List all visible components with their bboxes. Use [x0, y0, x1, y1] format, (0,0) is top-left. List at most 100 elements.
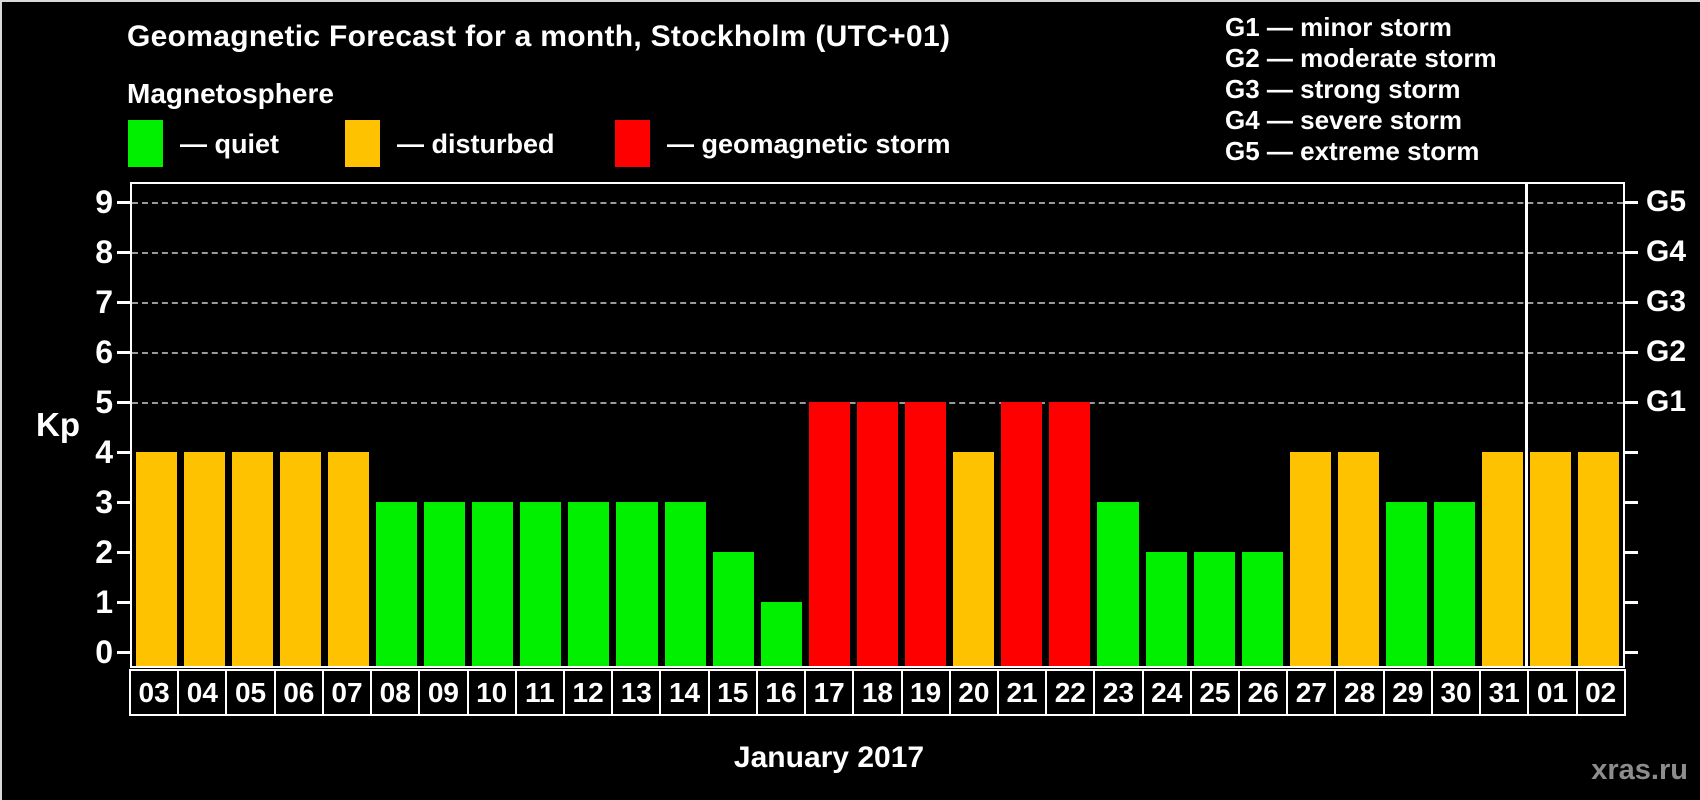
left-tick-kp6 [117, 350, 130, 354]
bar-day-20 [953, 452, 995, 666]
left-tick-kp8 [117, 250, 130, 254]
day-label-24: 24 [1141, 669, 1192, 716]
right-tick-kp5 [1625, 400, 1638, 404]
bar-day-23 [1097, 502, 1139, 666]
right-tick-kp2 [1625, 550, 1638, 554]
kp-axis-title: Kp [36, 406, 80, 443]
magnetosphere-subtitle: Magnetosphere [127, 78, 334, 109]
left-tick-kp2 [117, 550, 130, 554]
bar-day-10 [472, 502, 514, 666]
day-label-08: 08 [370, 669, 421, 716]
bar-day-04 [183, 452, 225, 666]
right-axis-label-g4: G4 [1646, 235, 1687, 268]
bar-day-14 [664, 502, 706, 666]
day-label-31: 31 [1479, 669, 1530, 716]
image-left-border [0, 0, 2, 800]
day-label-03: 03 [129, 669, 180, 716]
day-label-30: 30 [1430, 669, 1482, 716]
day-label-28: 28 [1334, 669, 1385, 716]
right-tick-kp7 [1625, 300, 1638, 304]
day-label-01: 01 [1527, 669, 1578, 716]
month-separator-line [1525, 184, 1529, 666]
gridline-kp6 [132, 352, 1623, 354]
right-axis-label-g2: G2 [1646, 335, 1687, 368]
right-axis-label-g1: G1 [1646, 385, 1687, 418]
quiet-legend-label: — quiet [180, 129, 279, 159]
day-label-06: 06 [273, 669, 324, 716]
right-tick-kp3 [1625, 500, 1638, 504]
gridline-kp7 [132, 302, 1623, 304]
left-tick-kp3 [117, 500, 130, 504]
bar-day-13 [616, 502, 658, 666]
left-tick-kp0 [117, 650, 130, 654]
day-label-11: 11 [514, 669, 565, 716]
y-axis-label-3: 3 [95, 484, 113, 520]
bar-day-24 [1145, 552, 1187, 666]
bar-day-03 [135, 452, 177, 666]
g3-legend-line: G3 — strong storm [1225, 74, 1461, 104]
y-axis-label-4: 4 [95, 434, 113, 470]
y-axis-label-9: 9 [95, 184, 113, 220]
gridline-kp9 [132, 202, 1623, 204]
day-label-13: 13 [611, 669, 662, 716]
g5-legend-line: G5 — extreme storm [1225, 136, 1480, 166]
g4-legend-line: G4 — severe storm [1225, 105, 1463, 135]
image-top-border [0, 0, 1700, 2]
right-tick-kp9 [1625, 200, 1638, 204]
right-tick-kp6 [1625, 350, 1638, 354]
bar-day-22 [1049, 402, 1091, 666]
day-label-25: 25 [1189, 669, 1241, 716]
storm-legend-label: — geomagnetic storm [667, 129, 951, 159]
disturbed-legend-swatch [345, 120, 380, 167]
y-axis-label-8: 8 [95, 234, 113, 270]
day-label-09: 09 [418, 669, 469, 716]
bar-day-28 [1337, 452, 1379, 666]
disturbed-legend-label: — disturbed [397, 129, 555, 159]
day-label-23: 23 [1093, 669, 1144, 716]
day-label-29: 29 [1382, 669, 1433, 716]
day-label-16: 16 [755, 669, 807, 716]
right-axis-label-g5: G5 [1646, 185, 1687, 218]
bar-day-29 [1386, 502, 1428, 666]
day-label-10: 10 [466, 669, 517, 716]
bar-day-12 [568, 502, 610, 666]
y-axis-label-2: 2 [95, 534, 113, 570]
bar-day-11 [520, 502, 562, 666]
month-caption: January 2017 [733, 741, 925, 774]
bar-day-25 [1193, 552, 1235, 666]
g-scale-legend: G1 — minor storm G2 — moderate storm G3 … [1225, 12, 1497, 167]
g2-legend-line: G2 — moderate storm [1225, 43, 1497, 73]
day-label-22: 22 [1045, 669, 1096, 716]
day-label-12: 12 [562, 669, 614, 716]
bar-day-26 [1241, 552, 1283, 666]
plot-area [130, 182, 1625, 668]
bar-day-01 [1530, 452, 1572, 666]
right-axis-label-g3: G3 [1646, 285, 1687, 318]
bar-day-17 [808, 402, 850, 666]
y-axis-label-6: 6 [95, 334, 113, 370]
day-label-02: 02 [1575, 669, 1626, 716]
bar-day-07 [327, 452, 369, 666]
day-label-05: 05 [225, 669, 276, 716]
day-label-19: 19 [900, 669, 951, 716]
day-label-21: 21 [996, 669, 1048, 716]
day-label-07: 07 [321, 669, 373, 716]
left-tick-kp9 [117, 200, 130, 204]
bar-day-02 [1578, 452, 1620, 666]
day-label-18: 18 [852, 669, 903, 716]
day-label-17: 17 [804, 669, 855, 716]
left-tick-kp1 [117, 600, 130, 604]
day-label-04: 04 [177, 669, 228, 716]
y-axis-label-5: 5 [95, 384, 113, 420]
bar-day-05 [231, 452, 273, 666]
left-tick-kp4 [117, 450, 130, 454]
day-label-row: 03 04 05 06 07 08 09 10 11 12 13 14 15 16 17 18 19 20 21 22… [129, 669, 1626, 716]
bar-day-31 [1482, 452, 1524, 666]
left-tick-kp5 [117, 400, 130, 404]
bar-day-18 [856, 402, 899, 666]
gridline-kp8 [132, 252, 1623, 254]
day-label-27: 27 [1286, 669, 1337, 716]
right-tick-kp4 [1625, 450, 1638, 454]
day-label-15: 15 [707, 669, 758, 716]
